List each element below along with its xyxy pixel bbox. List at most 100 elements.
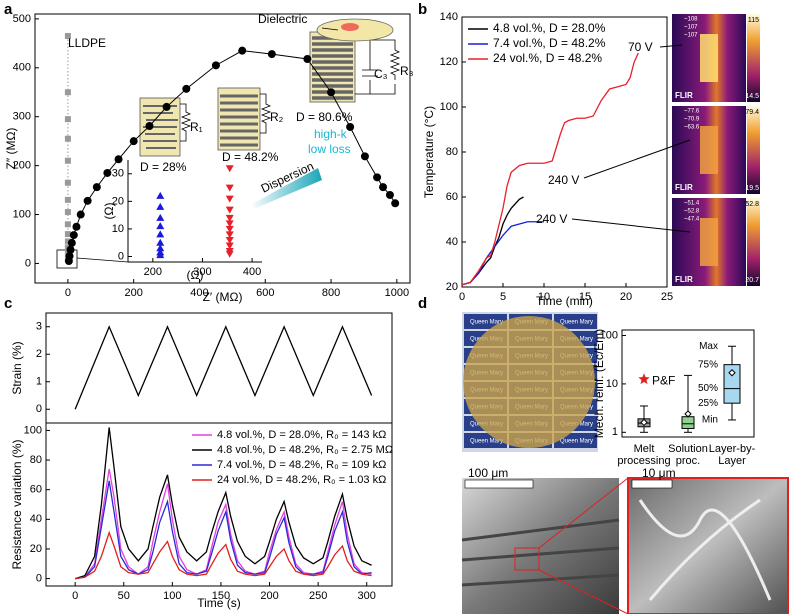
marker [225,220,234,228]
y-tick-label: 100 [600,329,618,341]
photo-tile [554,314,597,329]
x-tick-label: 0 [65,287,71,299]
x-tick-label: 300 [358,590,376,602]
plot-frame [45,422,393,587]
y-tick-label: 30 [112,168,124,180]
x-tick-label: 25 [661,291,673,303]
marker [64,33,71,40]
scale-bar-label: 10 μm [642,466,676,480]
x-tick-label: 800 [322,287,340,299]
photo-tile-text: Queen Mary [470,320,503,326]
box-legend-label: Max [699,341,718,352]
panel-a-schematics [56,18,401,269]
y-tick-label: 500 [13,13,31,25]
camera-brand: FLIR [675,183,693,192]
thermal-readout: ~63.6 [684,125,700,131]
y-tick-label: 200 [13,160,31,172]
y-tick-label: 10 [606,378,618,390]
marker [225,236,234,244]
marker [65,252,74,261]
legend-label: 7.4 vol.%, D = 48.2% [493,36,606,50]
annotation: R₃ [400,64,414,78]
panel-label: b [418,1,427,18]
marker [129,137,138,146]
sample-photo: Queen Mary Queen Mary Queen Mary Queen Mary… [462,312,598,452]
thermal-readout: ~77.6 [684,109,700,115]
thermal-scale [747,106,760,194]
box-legend-label: Min [702,415,718,426]
annotation: 70 V [628,40,653,54]
y-tick-label: 20 [112,195,124,207]
y-tick-label: 60 [446,191,458,203]
x-tick-label: 10 [538,291,550,303]
marker [72,222,81,231]
y-tick-label: 0 [25,257,31,269]
box-mean [684,410,692,418]
x-tick-label: 400 [190,287,208,299]
legend-label: 24 vol.%, D = 48.2% [493,51,602,65]
marker [64,196,71,203]
y-tick-label: 3 [36,321,42,333]
y-tick-label: 100 [24,424,42,436]
thermal-max: 79.4 [745,109,759,116]
marker [211,61,220,70]
marker [360,152,369,161]
legend-label: 24 vol.%, D = 48.2%, R₀ = 1.03 kΩ [217,474,386,486]
marker [225,214,234,222]
marker [373,173,382,182]
annotation: 240 V [548,173,579,187]
thermal-scale [747,198,760,286]
y-tick-label: 20 [30,543,42,555]
hot-spot [700,126,718,174]
panel-label: d [418,295,427,312]
camera-brand: FLIR [675,275,693,284]
thermal-readout: ~52.8 [684,209,700,215]
marker [225,206,234,214]
marker [76,210,85,219]
x-tick-label: 0 [72,590,78,602]
y-tick-label: 400 [13,62,31,74]
legend-label: 7.4 vol.%, D = 48.2%, R₀ = 109 kΩ [217,459,386,471]
marker [156,251,165,259]
y-tick-label: 1 [36,376,42,388]
x-axis-label: Z′ (MΩ) [203,290,243,304]
x-tick-label: 1000 [385,287,409,299]
thermal-readout: ~51.4 [684,201,700,207]
annotation: R₁ [190,120,203,134]
thermal-readout: ~70.9 [684,117,700,123]
series-line [461,196,524,286]
marker [303,54,312,63]
micrographs: 100 μm 10 μm [461,466,789,614]
y-tick-label: 20 [446,281,458,293]
marker [64,89,71,96]
marker [69,231,78,240]
box-mean [640,418,648,427]
y-tick-label: 120 [440,56,458,68]
marker [156,213,165,221]
legend-label: 4.8 vol.%, D = 28.0%, R₀ = 143 kΩ [217,429,386,441]
marker [346,122,355,131]
x-tick-label: 5 [500,291,506,303]
marker [156,222,165,230]
annotation: D = 80.6% [296,110,353,124]
thermal-min: 19.5 [745,185,759,192]
y-tick-label: 10 [112,223,124,235]
y-tick-label: 1 [612,426,618,438]
panel-label: c [4,295,12,312]
box-legend-label: 75% [698,359,718,370]
y-tick-label: 100 [440,101,458,113]
marker [64,231,71,238]
thermal-readout: ~47.4 [684,217,700,223]
marker [156,238,165,246]
annotation-arrow [659,44,683,48]
y-tick-label: 0 [118,250,124,262]
marker [64,116,71,123]
x-tick-label: 20 [620,291,632,303]
camera-brand: FLIR [675,91,693,100]
marker [67,238,76,247]
box [681,416,695,429]
marker [64,209,71,216]
photo-tile-text: Queen Mary [560,320,593,326]
x-tick-label: 100 [163,590,181,602]
y-tick-label: 80 [30,454,42,466]
